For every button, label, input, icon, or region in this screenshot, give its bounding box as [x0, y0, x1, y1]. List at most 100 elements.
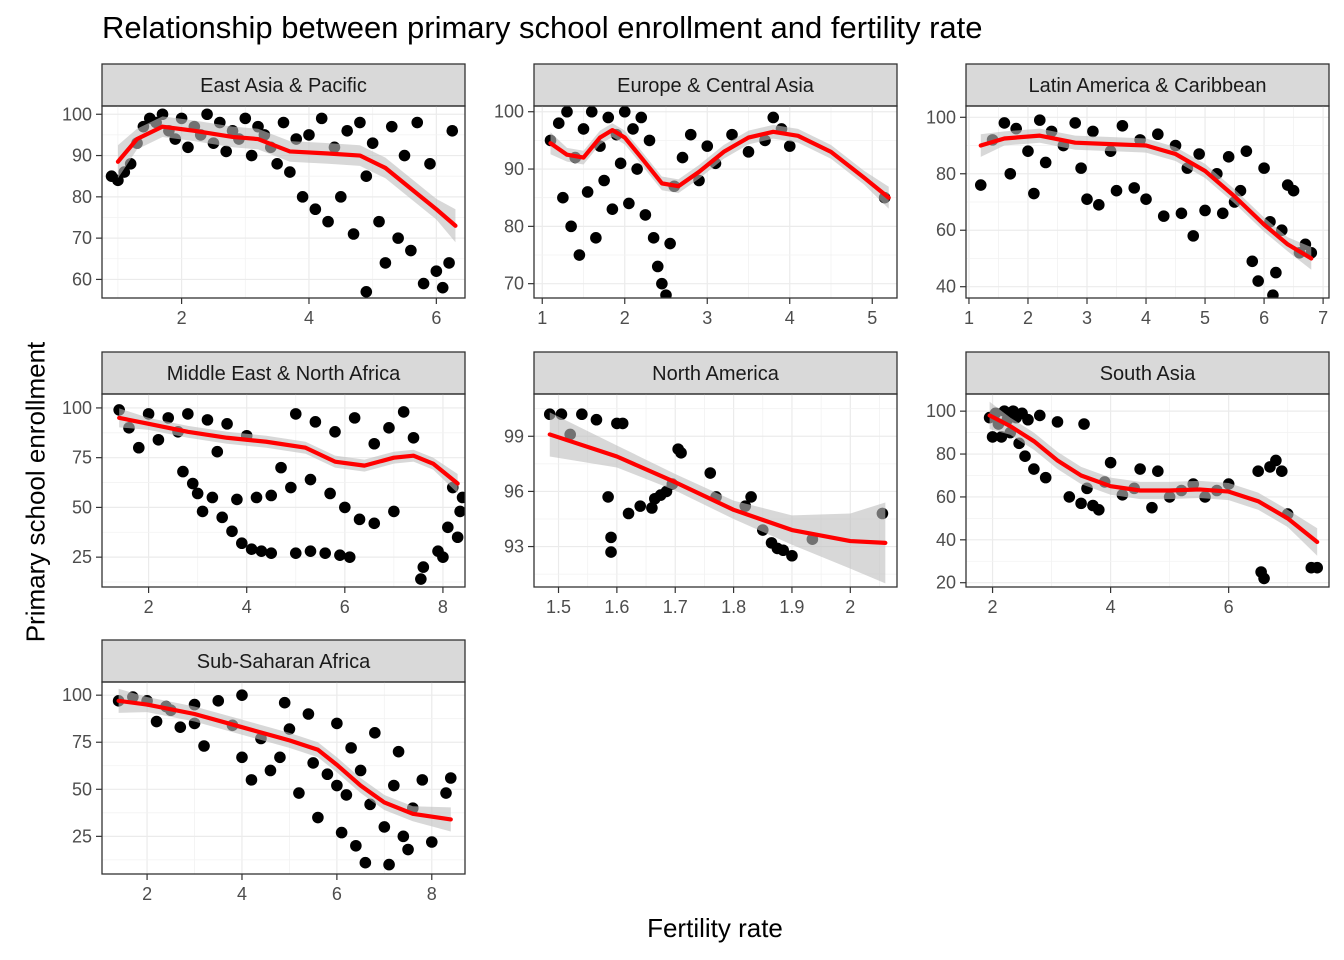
data-point — [340, 789, 353, 801]
data-point — [1110, 184, 1123, 197]
data-point — [289, 547, 302, 559]
data-point — [1287, 184, 1300, 197]
data-point — [598, 174, 610, 187]
data-point — [424, 158, 436, 170]
data-point — [1275, 465, 1288, 478]
data-point — [182, 141, 194, 154]
data-point — [1252, 465, 1264, 478]
data-point — [1199, 204, 1211, 217]
data-point — [331, 779, 343, 792]
data-point — [415, 573, 427, 585]
data-point — [456, 491, 465, 504]
x-tick-label: 1.7 — [663, 597, 688, 617]
data-point — [360, 286, 373, 298]
data-point — [307, 757, 319, 769]
data-point — [704, 467, 717, 479]
facet-label: Latin America & Caribbean — [1029, 75, 1267, 97]
data-point — [1267, 289, 1279, 298]
y-tick-label: 90 — [504, 159, 524, 179]
data-point — [437, 551, 449, 563]
data-point — [198, 740, 210, 752]
panel-border — [965, 393, 1330, 588]
data-point — [388, 505, 400, 518]
data-point — [767, 111, 780, 124]
x-tick-label: 1 — [964, 308, 974, 328]
x-tick-label: 2 — [620, 308, 630, 328]
data-point — [614, 157, 627, 170]
y-tick-label: 50 — [72, 779, 92, 799]
data-point — [196, 505, 209, 518]
x-tick-label: 6 — [340, 597, 350, 617]
y-tick-label: 60 — [936, 220, 956, 240]
data-point — [359, 856, 372, 869]
data-point — [726, 128, 738, 141]
y-tick-label: 40 — [936, 277, 956, 297]
data-point — [245, 543, 258, 555]
x-tick-label: 4 — [242, 597, 252, 617]
data-point — [552, 117, 565, 129]
data-point — [398, 149, 411, 162]
x-tick-label: 1.5 — [546, 597, 571, 617]
data-point — [231, 493, 243, 506]
facet-label: South Asia — [1100, 363, 1197, 385]
data-point — [245, 774, 258, 786]
data-point — [446, 124, 459, 137]
data-point — [1222, 151, 1235, 163]
data-point — [585, 106, 598, 118]
y-tick-label: 25 — [72, 547, 92, 567]
data-point — [186, 477, 199, 490]
gridlines — [102, 682, 465, 874]
y-tick-label: 100 — [926, 107, 956, 127]
data-point — [216, 511, 228, 524]
data-point — [1028, 187, 1040, 200]
data-point — [335, 191, 347, 203]
data-point — [1193, 148, 1205, 160]
x-tick-label: 1.6 — [604, 597, 629, 617]
data-point — [454, 505, 465, 518]
data-point — [392, 232, 404, 244]
smooth-line — [117, 415, 460, 486]
data-point — [786, 549, 798, 562]
data-point — [162, 412, 175, 424]
data-point — [397, 406, 410, 418]
data-point — [182, 408, 194, 420]
data-point — [436, 281, 449, 294]
data-point — [416, 774, 429, 786]
y-tick-label: 75 — [72, 448, 92, 468]
y-tick-label: 80 — [504, 216, 524, 236]
data-point — [309, 203, 322, 216]
data-point — [577, 123, 590, 135]
data-point — [664, 237, 676, 250]
panel-border — [533, 105, 898, 299]
data-point — [201, 414, 214, 426]
data-point — [191, 487, 204, 500]
data-point — [392, 745, 405, 758]
data-point — [1022, 413, 1034, 426]
data-point — [226, 525, 238, 538]
data-point — [265, 547, 278, 559]
data-point — [576, 408, 588, 421]
data-point — [1051, 416, 1064, 428]
data-point — [303, 129, 315, 141]
x-tick-label: 6 — [1224, 597, 1234, 617]
data-point — [590, 413, 603, 426]
data-point — [283, 723, 296, 735]
data-point — [684, 128, 697, 141]
facet-strip — [101, 63, 466, 107]
data-point — [998, 117, 1011, 129]
data-point — [417, 561, 430, 573]
data-point — [631, 163, 643, 175]
confidence-band — [980, 128, 1312, 270]
data-point — [353, 513, 366, 526]
data-point — [250, 491, 263, 504]
data-point — [634, 500, 647, 512]
data-point — [602, 491, 614, 503]
data-point — [319, 547, 331, 559]
data-point — [1081, 193, 1093, 205]
confidence-band — [118, 688, 451, 832]
confidence-band — [550, 123, 889, 209]
data-point — [385, 120, 398, 133]
data-point — [777, 544, 789, 557]
data-point — [345, 742, 357, 754]
data-point — [239, 112, 252, 125]
